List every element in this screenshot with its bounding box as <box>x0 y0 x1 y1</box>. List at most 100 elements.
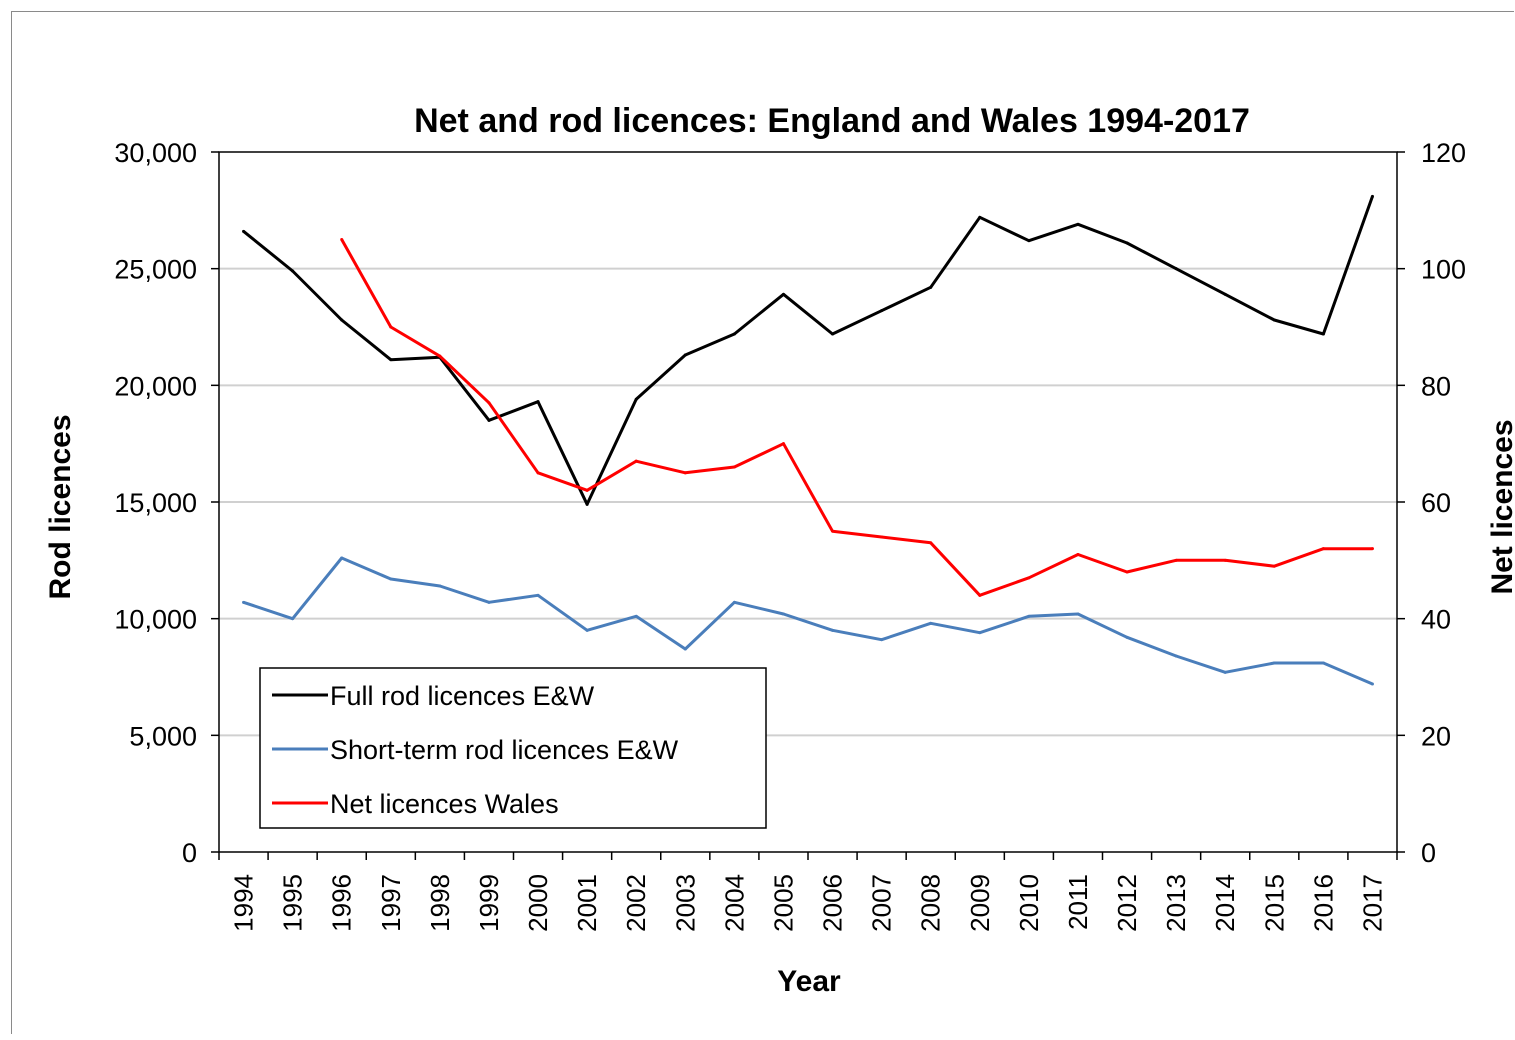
data-point <box>634 397 638 401</box>
data-point <box>1272 318 1276 322</box>
data-point <box>781 292 785 296</box>
data-point <box>1272 564 1276 568</box>
chart-frame: Net and rod licences: England and Wales … <box>11 11 1515 1034</box>
series-line <box>243 556 1374 686</box>
data-point <box>1174 558 1178 562</box>
data-point <box>1125 241 1129 245</box>
data-point <box>781 612 785 616</box>
data-point <box>683 471 687 475</box>
data-point <box>978 215 982 219</box>
legend-label: Short-term rod licences E&W <box>330 735 679 765</box>
y-tick-label-right: 120 <box>1421 138 1466 168</box>
data-point <box>1076 553 1080 556</box>
x-tick-label: 2016 <box>1308 874 1338 932</box>
data-point <box>1125 570 1129 574</box>
x-tick-label: 2002 <box>621 874 651 932</box>
x-tick-label: 2000 <box>523 874 553 932</box>
y-tick-label-left: 10,000 <box>114 605 197 635</box>
y-tick-label-right: 40 <box>1421 605 1451 635</box>
y-tick-label-left: 15,000 <box>114 488 197 518</box>
y-tick-label-right: 20 <box>1421 721 1451 751</box>
y-tick-label-left: 30,000 <box>114 138 197 168</box>
x-tick-label: 2009 <box>965 874 995 932</box>
data-point <box>831 529 835 533</box>
data-point <box>487 600 491 604</box>
x-axis: 1994 1995 1996 1997 1998 1999 2000 2001 2002 2003… <box>218 852 1398 932</box>
data-point <box>389 358 393 362</box>
data-point <box>1174 267 1178 271</box>
data-point <box>929 621 933 625</box>
data-point <box>1223 670 1227 674</box>
data-point <box>683 647 687 651</box>
x-tick-label: 1999 <box>474 874 504 932</box>
data-point <box>1076 222 1080 226</box>
data-point <box>929 285 933 289</box>
series-line <box>340 238 1373 597</box>
data-point <box>929 541 933 545</box>
x-tick-label: 2013 <box>1161 874 1191 932</box>
data-point <box>1125 635 1129 639</box>
data-point <box>1027 239 1031 243</box>
data-point <box>880 309 884 313</box>
data-point <box>634 459 638 463</box>
x-tick-label: 1995 <box>278 874 308 932</box>
data-point <box>536 593 540 597</box>
data-point <box>880 638 884 642</box>
x-tick-label: 1996 <box>327 874 357 932</box>
data-point <box>1174 654 1178 658</box>
series-line <box>242 195 1374 506</box>
gridlines <box>219 267 1397 737</box>
x-tick-label: 2011 <box>1063 874 1093 930</box>
data-point <box>683 353 687 357</box>
x-tick-label: 2012 <box>1112 874 1142 932</box>
legend: Full rod licences E&W Short-term rod lice… <box>259 667 767 829</box>
line-chart: Net and rod licences: England and Wales … <box>44 102 1515 998</box>
legend-label: Net licences Wales <box>330 789 559 819</box>
data-point <box>781 442 785 446</box>
data-point <box>1370 682 1374 686</box>
data-point <box>880 535 884 539</box>
data-point <box>1370 547 1374 551</box>
series-group <box>242 194 1374 506</box>
y-tick-label-right: 100 <box>1421 255 1466 285</box>
x-tick-label: 1994 <box>229 874 259 932</box>
series-group <box>340 238 1374 597</box>
data-point <box>1321 547 1325 551</box>
x-tick-label: 2008 <box>916 874 946 932</box>
x-tick-label: 2003 <box>670 874 700 932</box>
data-point <box>487 418 491 422</box>
data-point <box>1076 612 1080 616</box>
data-point <box>634 614 638 618</box>
data-point <box>291 617 295 621</box>
data-point <box>732 332 736 336</box>
y-tick-label-right: 60 <box>1421 488 1451 518</box>
data-point <box>978 593 982 597</box>
data-point <box>1027 576 1031 580</box>
data-point <box>1027 614 1031 618</box>
x-tick-label: 2005 <box>768 874 798 932</box>
data-point <box>1223 292 1227 296</box>
x-tick-label: 2004 <box>719 874 749 932</box>
data-point <box>1370 194 1374 198</box>
data-point <box>585 502 589 506</box>
x-axis-label: Year <box>777 965 841 998</box>
x-tick-label: 1998 <box>425 874 455 932</box>
right-axis: 0 20 40 60 80 100 120 <box>1397 138 1466 868</box>
data-point <box>585 488 589 492</box>
x-tick-label: 2010 <box>1014 874 1044 932</box>
data-point <box>389 577 393 581</box>
y-tick-label-left: 25,000 <box>114 255 197 285</box>
legend-label: Full rod licences E&W <box>330 681 595 711</box>
x-tick-label: 2001 <box>572 874 602 932</box>
data-point <box>487 401 491 405</box>
legend-box <box>259 667 767 829</box>
series-group <box>242 556 1374 686</box>
data-point <box>389 325 393 329</box>
x-tick-label: 2014 <box>1210 874 1240 932</box>
data-point <box>1223 558 1227 562</box>
data-point <box>438 354 442 358</box>
data-point <box>978 631 982 635</box>
chart-title: Net and rod licences: England and Wales … <box>414 102 1250 140</box>
data-point <box>340 318 344 322</box>
x-tick-label: 2015 <box>1259 874 1289 932</box>
